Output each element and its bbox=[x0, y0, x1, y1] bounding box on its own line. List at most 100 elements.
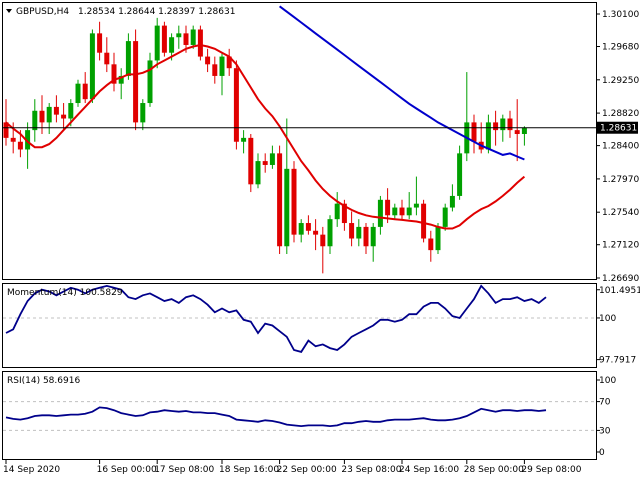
candle-body bbox=[205, 56, 211, 65]
candle-body bbox=[341, 203, 347, 224]
price-tick-label: 1.29680 bbox=[602, 43, 639, 53]
candle-body bbox=[183, 33, 189, 45]
candle-body bbox=[39, 110, 45, 123]
candle-body bbox=[457, 153, 463, 196]
candle-body bbox=[125, 41, 131, 76]
candle-body bbox=[111, 64, 117, 84]
momentum-tick-label: 101.4951 bbox=[599, 286, 640, 296]
candle-body bbox=[399, 207, 405, 216]
price-tick-label: 1.26690 bbox=[602, 274, 639, 284]
price-panel: 1.30100 1.29680 1.29250 1.28820 1.28400 1.279… bbox=[3, 5, 639, 284]
rsi-tick-label: 0 bbox=[599, 448, 605, 458]
price-tick-label: 1.29250 bbox=[602, 76, 639, 86]
candle-body bbox=[449, 195, 455, 208]
candle-body bbox=[46, 106, 52, 123]
candle-body bbox=[363, 226, 369, 247]
price-tick-label: 1.28820 bbox=[602, 109, 639, 119]
candle-body bbox=[248, 137, 254, 185]
time-tick-label: 24 Sep 16:00 bbox=[399, 465, 459, 475]
candle-body bbox=[53, 106, 59, 115]
candle-body bbox=[161, 25, 167, 53]
candle-body bbox=[255, 161, 261, 185]
candle-body bbox=[385, 199, 391, 216]
candle-body bbox=[507, 118, 513, 131]
candle-body bbox=[68, 103, 74, 119]
rsi-label: RSI(14) 58.6916 bbox=[7, 376, 80, 386]
candle-body bbox=[435, 226, 441, 251]
time-tick-label: 16 Sep 00:00 bbox=[97, 465, 157, 475]
candle-body bbox=[89, 33, 95, 100]
price-tick-label: 1.28400 bbox=[602, 142, 639, 152]
candle-body bbox=[514, 130, 520, 134]
price-tick-label: 1.27120 bbox=[602, 241, 639, 251]
momentum-tick-label: 97.7917 bbox=[599, 356, 636, 366]
candle-body bbox=[118, 75, 124, 84]
time-tick-label: 17 Sep 08:00 bbox=[154, 465, 214, 475]
time-tick-label: 18 Sep 16:00 bbox=[219, 465, 279, 475]
candle-body bbox=[241, 137, 247, 142]
time-tick-label: 28 Sep 00:00 bbox=[464, 465, 524, 475]
momentum-panel-frame bbox=[2, 283, 597, 368]
candle-body bbox=[10, 137, 16, 142]
candle-body bbox=[327, 219, 333, 247]
rsi-tick-label: 70 bbox=[599, 398, 611, 408]
candle-body bbox=[212, 64, 218, 76]
candle-body bbox=[147, 60, 153, 104]
candle-body bbox=[226, 56, 232, 69]
candle-body bbox=[219, 56, 225, 76]
candle-body bbox=[104, 52, 110, 65]
candle-body bbox=[82, 83, 88, 100]
time-tick-label: 14 Sep 2020 bbox=[3, 465, 60, 475]
ma-slow-line bbox=[279, 5, 525, 161]
candle-body bbox=[428, 238, 434, 251]
candle-body bbox=[485, 122, 491, 150]
momentum-line bbox=[5, 284, 547, 353]
candle-body bbox=[334, 203, 340, 220]
candle-body bbox=[176, 33, 182, 38]
candle-body bbox=[406, 207, 412, 216]
momentum-tick-label: 100 bbox=[599, 314, 616, 324]
candle-body bbox=[17, 141, 23, 150]
candle-body bbox=[349, 223, 355, 239]
symbol-label: GBPUSD,H4 bbox=[16, 7, 69, 17]
rsi-line bbox=[5, 406, 547, 428]
candle-body bbox=[32, 110, 38, 131]
candle-body bbox=[154, 25, 160, 61]
candle-body bbox=[356, 226, 362, 239]
candle-body bbox=[493, 122, 499, 131]
candle-body bbox=[291, 168, 297, 235]
candle-body bbox=[298, 223, 304, 235]
candle-body bbox=[421, 203, 427, 239]
rsi-panel-frame bbox=[2, 371, 597, 460]
ohlc-label: 1.28534 1.28644 1.28397 1.28631 bbox=[78, 7, 235, 17]
main-panel-frame bbox=[2, 2, 597, 280]
rsi-tick-label: 100 bbox=[599, 376, 616, 386]
triangle-down-icon[interactable] bbox=[6, 9, 12, 13]
momentum-label: Momentum(14) 100.5829 bbox=[7, 288, 123, 298]
candle-body bbox=[377, 199, 383, 227]
candle-body bbox=[25, 130, 31, 150]
time-tick-label: 22 Sep 00:00 bbox=[277, 465, 337, 475]
ma-fast-line bbox=[5, 43, 526, 230]
candle-body bbox=[75, 83, 81, 104]
candle-body bbox=[370, 226, 376, 247]
candle-body bbox=[521, 127, 527, 134]
candle-body bbox=[442, 207, 448, 227]
candle-body bbox=[284, 168, 290, 247]
candle-body bbox=[97, 33, 103, 53]
price-tick-label: 1.27540 bbox=[602, 208, 639, 218]
candle-body bbox=[320, 234, 326, 247]
candle-body bbox=[471, 122, 477, 142]
price-tick-label: 1.27970 bbox=[602, 175, 639, 185]
candle-body bbox=[277, 153, 283, 247]
candle-body bbox=[61, 114, 67, 119]
candle-body bbox=[313, 230, 319, 235]
candle-body bbox=[169, 37, 175, 53]
candle-body bbox=[500, 118, 506, 131]
price-tick-label: 1.30100 bbox=[602, 10, 639, 20]
candle-body bbox=[133, 41, 139, 123]
candle-body bbox=[140, 103, 146, 123]
candle-body bbox=[262, 161, 268, 165]
